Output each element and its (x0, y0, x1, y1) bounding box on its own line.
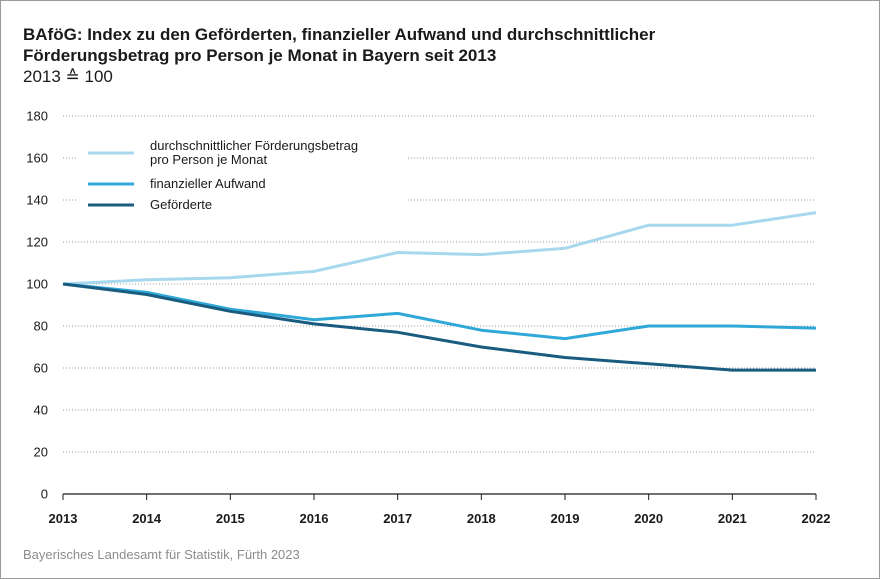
y-tick-label: 0 (41, 487, 48, 502)
chart-subtitle: 2013 ≙ 100 (23, 67, 113, 86)
chart-title-line-1: BAföG: Index zu den Geförderten, finanzi… (23, 25, 656, 44)
series-lines (62, 211, 817, 372)
y-tick-label: 120 (26, 235, 48, 250)
y-tick-label: 100 (26, 277, 48, 292)
chart-title: BAföG: Index zu den Geförderten, finanzi… (23, 24, 863, 66)
x-tick-label: 2016 (300, 511, 329, 526)
y-tick-label: 140 (26, 193, 48, 208)
x-axis: 2013 2014 2015 2016 2017 2018 2019 2020 2021 2022 (49, 493, 831, 526)
legend-label: pro Person je Monat (150, 152, 267, 167)
x-tick-label: 2019 (551, 511, 580, 526)
y-tick-label: 180 (26, 109, 48, 124)
x-tick-label: 2022 (802, 511, 831, 526)
source-note: Bayerisches Landesamt für Statistik, Für… (23, 547, 300, 562)
x-tick-label: 2015 (216, 511, 245, 526)
y-tick-label: 160 (26, 151, 48, 166)
x-tick-label: 2021 (718, 511, 747, 526)
y-tick-label: 80 (34, 319, 48, 334)
series-line-3 (62, 282, 816, 372)
chart-title-line-2: Förderungsbetrag pro Person je Monat in … (23, 46, 497, 65)
y-tick-label: 60 (34, 361, 48, 376)
x-tick-label: 2014 (132, 511, 162, 526)
series-line-1 (62, 211, 817, 286)
legend-label: durchschnittlicher Förderungsbetrag (150, 138, 358, 153)
x-tick-label: 2013 (49, 511, 78, 526)
series-line-2 (62, 282, 817, 341)
y-axis-ticks: 0 20 40 60 80 100 120 140 160 180 (26, 109, 48, 502)
legend-label: Geförderte (150, 197, 212, 212)
y-tick-label: 40 (34, 403, 48, 418)
legend-label: finanzieller Aufwand (150, 176, 266, 191)
y-tick-label: 20 (34, 445, 48, 460)
legend-background (78, 132, 406, 222)
x-tick-label: 2020 (634, 511, 663, 526)
x-tick-label: 2018 (467, 511, 496, 526)
x-tick-label: 2017 (383, 511, 412, 526)
